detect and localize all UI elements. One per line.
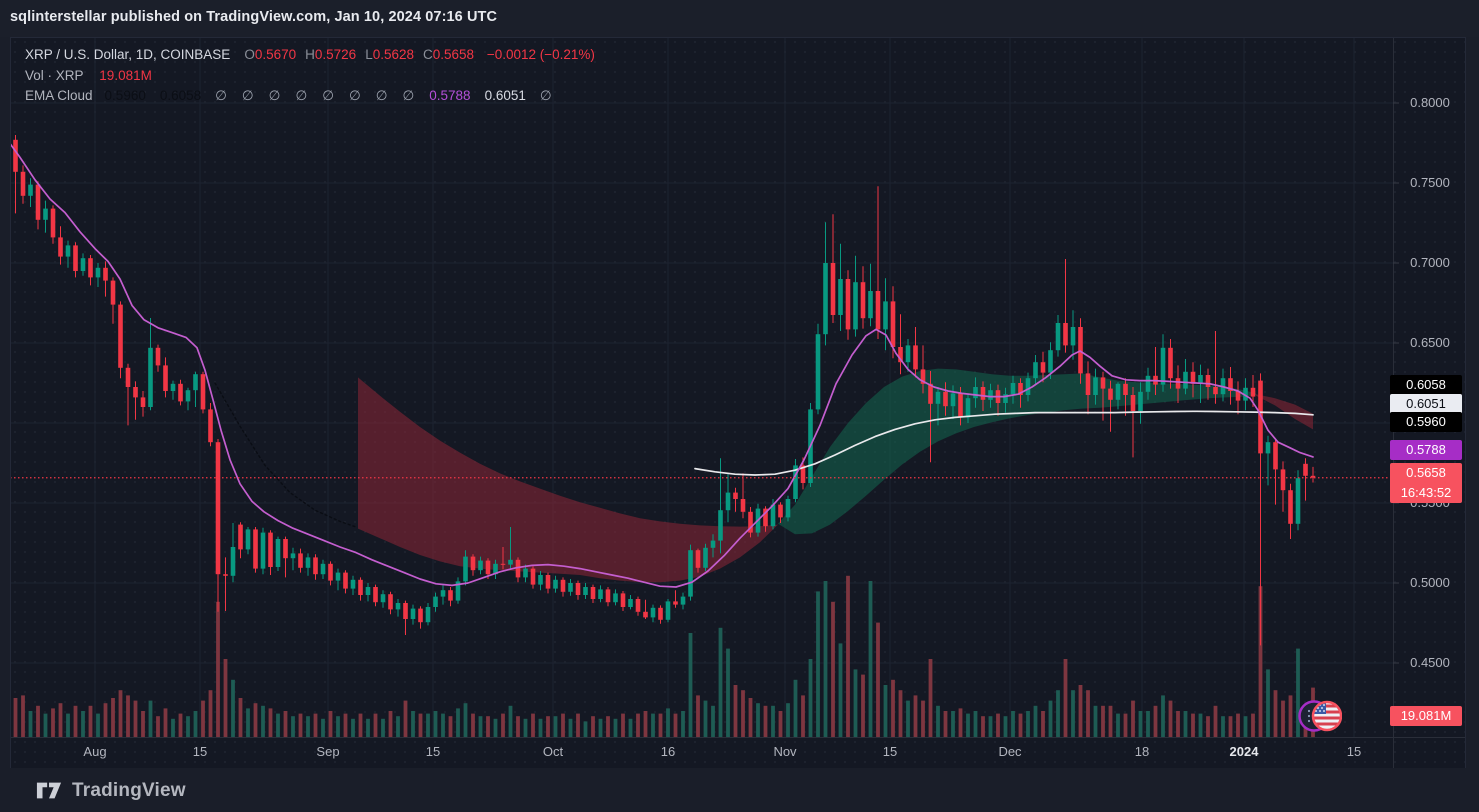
price-badge: 0.6058 xyxy=(1390,375,1462,395)
ohlc-letter: H xyxy=(305,47,315,62)
price-badge-value: 19.081M xyxy=(1400,708,1452,723)
tradingview-logo-icon xyxy=(36,782,62,799)
time-axis-label: 15 xyxy=(882,744,898,759)
time-axis-label: 18 xyxy=(1134,744,1150,759)
price-badge-value: 0.5960 xyxy=(1406,414,1446,429)
ema-cloud-value: ∅ xyxy=(215,88,227,103)
price-badge: 0.5658 16:43:52 xyxy=(1390,463,1462,503)
ohlc-value: 0.5670 xyxy=(254,47,297,62)
ema-cloud-value: ∅ xyxy=(322,88,334,103)
ema-cloud-value: 0.5788 xyxy=(429,88,471,103)
price-badge-countdown: 16:43:52 xyxy=(1400,485,1452,500)
ema-cloud-values: 0.5960 0.6058 ∅ ∅ ∅ ∅ ∅ ∅ ∅ ∅ 0.5788 0.6051 ∅ xyxy=(105,88,567,103)
volume-value: 19.081M xyxy=(99,68,152,83)
price-axis-label: 0.5000 xyxy=(1410,575,1450,590)
price-badge: 19.081M xyxy=(1390,706,1462,726)
price-badge-value: 0.5788 xyxy=(1406,442,1446,457)
price-badge: 0.6051 xyxy=(1390,394,1462,414)
ema-cloud-value: ∅ xyxy=(241,88,254,103)
ema-cloud-value: ∅ xyxy=(402,88,415,103)
time-axis-label: Aug xyxy=(83,744,107,759)
instrument-pair-icon xyxy=(1298,700,1342,732)
tradingview-logo-text: TradingView xyxy=(72,780,186,801)
ohlc-letter: O xyxy=(244,47,255,62)
ema-cloud-label: EMA Cloud xyxy=(25,88,93,103)
price-badge-value: 0.6051 xyxy=(1406,396,1446,411)
time-axis-label: Oct xyxy=(542,744,564,759)
ohlc-values: O0.5670 H0.5726 L0.5628 C0.5658 xyxy=(244,47,483,62)
volume-label: Vol · XRP xyxy=(25,68,84,83)
time-axis-label: Nov xyxy=(773,744,797,759)
price-axis-label: 0.7500 xyxy=(1410,175,1450,190)
price-badge: 0.5788 xyxy=(1390,440,1462,460)
ema-cloud-value: 0.6051 xyxy=(484,88,526,103)
tradingview-brand[interactable]: TradingView xyxy=(36,777,186,805)
legend-symbol-row[interactable]: XRP / U.S. Dollar, 1D, COINBASE O0.5670 H0… xyxy=(25,46,604,64)
time-axis-label: 2024 xyxy=(1229,744,1259,759)
price-axis[interactable]: 0.80000.75000.70000.65000.55000.50000.45… xyxy=(1394,0,1466,812)
ohlc-letter: C xyxy=(423,47,433,62)
ema-cloud-value: 0.5960 xyxy=(104,88,146,103)
price-badge-value: 0.5658 xyxy=(1406,465,1446,480)
price-axis-label: 0.8000 xyxy=(1410,95,1450,110)
published-bar: sqlinterstellar published on TradingView… xyxy=(0,0,1479,37)
ohlc-value: 0.5658 xyxy=(432,47,475,62)
ema-cloud-value: ∅ xyxy=(539,88,552,103)
price-axis-label: 0.6500 xyxy=(1410,335,1450,350)
price-badge-value: 0.6058 xyxy=(1406,377,1446,392)
ema-cloud-value: ∅ xyxy=(348,88,361,103)
time-axis-label: 15 xyxy=(1346,744,1362,759)
ohlc-letter: L xyxy=(365,47,373,62)
chart-pane-background xyxy=(10,37,1466,768)
symbol-title[interactable]: XRP / U.S. Dollar, 1D, COINBASE xyxy=(25,47,231,62)
price-axis-label: 0.4500 xyxy=(1410,655,1450,670)
ema-cloud-value: ∅ xyxy=(268,88,281,103)
ema-cloud-value: ∅ xyxy=(295,88,308,103)
usd-logo-ring xyxy=(1311,700,1342,732)
ema-cloud-value: 0.6058 xyxy=(159,88,202,103)
time-axis-label: 15 xyxy=(425,744,441,759)
price-axis-label: 0.7000 xyxy=(1410,255,1450,270)
time-axis-label: 15 xyxy=(192,744,208,759)
ema-cloud-value: ∅ xyxy=(375,88,388,103)
ohlc-value: 0.5628 xyxy=(372,47,414,62)
time-axis-label: Dec xyxy=(998,744,1022,759)
change-value: −0.0012 (−0.21%) xyxy=(486,47,595,62)
ohlc-value: 0.5726 xyxy=(314,47,357,62)
time-axis-label: Sep xyxy=(316,744,340,759)
time-axis-label: 16 xyxy=(660,744,676,759)
legend-volume-row[interactable]: Vol · XRP 19.081M xyxy=(25,67,152,85)
published-text: sqlinterstellar published on TradingView… xyxy=(10,9,498,25)
legend-ema-cloud-row[interactable]: EMA Cloud 0.5960 0.6058 ∅ ∅ ∅ ∅ ∅ ∅ ∅ ∅ 0.5788 0.605… xyxy=(25,87,567,105)
price-badge: 0.5960 xyxy=(1390,412,1462,432)
time-axis[interactable]: Aug 15 Sep 15 Oct 16 Nov 15 Dec 18 2024 15 xyxy=(0,737,1466,768)
